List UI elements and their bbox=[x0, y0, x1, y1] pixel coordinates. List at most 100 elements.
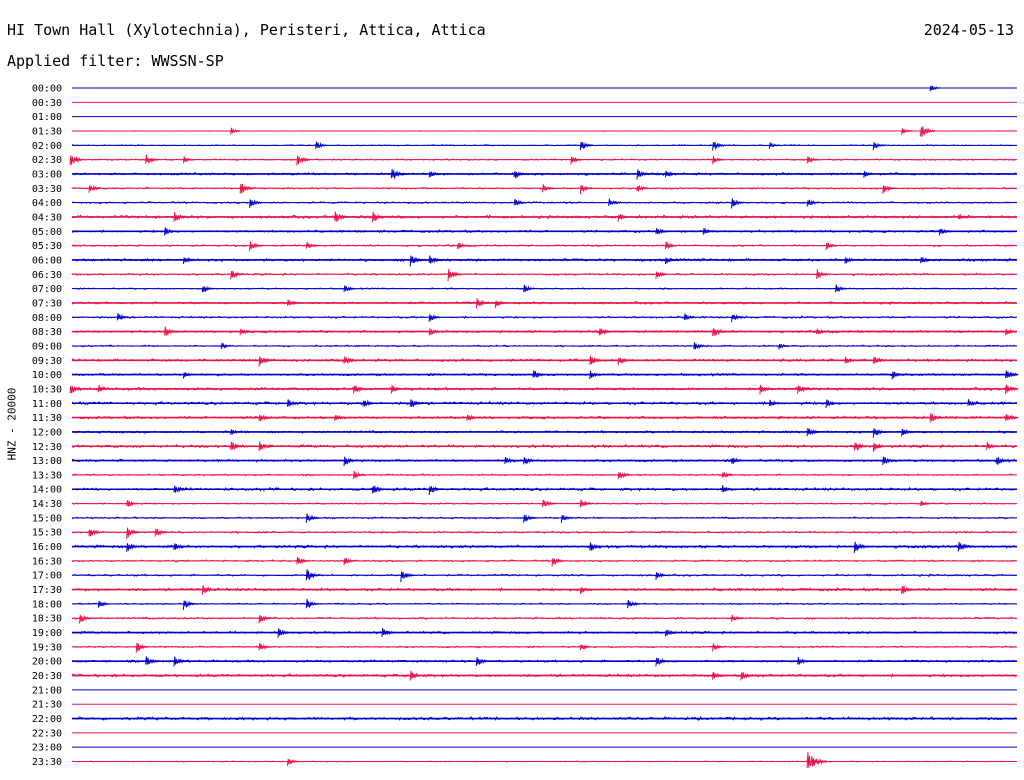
seismic-event bbox=[872, 443, 887, 452]
row-time-label: 00:30 bbox=[32, 98, 62, 109]
trace-row-1930 bbox=[71, 642, 1017, 653]
trace-row-1800 bbox=[71, 598, 1017, 610]
seismic-event bbox=[371, 485, 386, 494]
seismic-event bbox=[920, 500, 932, 507]
row-time-label: 18:30 bbox=[32, 614, 62, 625]
seismic-event bbox=[343, 356, 358, 365]
seismic-event bbox=[589, 355, 604, 365]
seismic-event bbox=[258, 642, 271, 651]
trace-row-0830 bbox=[71, 326, 1017, 337]
seismic-event bbox=[721, 472, 734, 479]
seismic-event bbox=[901, 428, 913, 437]
seismic-event bbox=[664, 629, 677, 637]
row-time-label: 22:30 bbox=[32, 728, 62, 739]
seismic-event bbox=[230, 270, 244, 280]
seismic-event bbox=[1005, 414, 1019, 421]
trace-row-1130 bbox=[71, 412, 1019, 423]
row-time-label: 00:00 bbox=[32, 84, 62, 95]
seismic-event bbox=[88, 184, 101, 193]
trace-row-1830 bbox=[71, 614, 1017, 624]
trace-noise bbox=[71, 760, 1017, 763]
seismic-event bbox=[428, 486, 443, 495]
row-time-label: 14:30 bbox=[32, 499, 62, 510]
trace-row-1900 bbox=[71, 627, 1017, 638]
seismic-event bbox=[343, 557, 356, 566]
seismic-event bbox=[523, 515, 537, 523]
seismic-event bbox=[806, 156, 819, 164]
seismic-event bbox=[513, 170, 528, 179]
trace-row-0130 bbox=[71, 126, 1017, 137]
row-time-label: 15:00 bbox=[32, 513, 62, 524]
trace-row-0400 bbox=[71, 198, 1017, 209]
seismic-event bbox=[88, 529, 103, 537]
trace-noise bbox=[71, 530, 1017, 535]
row-time-label: 02:00 bbox=[32, 141, 62, 152]
seismic-event bbox=[286, 758, 299, 766]
seismic-event bbox=[239, 183, 255, 194]
seismic-event bbox=[390, 385, 403, 394]
seismic-event bbox=[872, 428, 887, 438]
trace-noise bbox=[71, 659, 1017, 664]
seismic-event bbox=[768, 142, 780, 150]
trace-row-0530 bbox=[71, 241, 1017, 252]
trace-noise bbox=[71, 329, 1017, 334]
seismic-event bbox=[173, 485, 188, 493]
trace-row-0230 bbox=[69, 154, 1017, 166]
seismic-event bbox=[806, 428, 821, 437]
seismic-event bbox=[334, 211, 349, 222]
seismic-event bbox=[513, 198, 526, 206]
trace-row-0800 bbox=[71, 313, 1017, 322]
trace-noise bbox=[71, 358, 1017, 363]
seismic-event bbox=[579, 587, 592, 594]
row-time-label: 22:00 bbox=[32, 714, 62, 725]
seismic-event bbox=[126, 543, 140, 552]
seismic-event bbox=[797, 657, 809, 665]
seismic-event bbox=[655, 228, 668, 235]
seismic-event bbox=[579, 499, 594, 508]
row-time-label: 23:30 bbox=[32, 757, 62, 768]
row-time-label: 10:00 bbox=[32, 370, 62, 381]
row-time-label: 20:00 bbox=[32, 657, 62, 668]
seismic-event bbox=[182, 156, 195, 164]
trace-noise bbox=[71, 200, 1017, 205]
seismic-event bbox=[617, 213, 630, 222]
seismic-event bbox=[589, 542, 603, 551]
row-time-label: 17:00 bbox=[32, 571, 62, 582]
seismic-event bbox=[343, 456, 358, 467]
seismic-event bbox=[286, 299, 299, 306]
seismic-event bbox=[277, 628, 291, 638]
trace-row-2000 bbox=[71, 656, 1017, 667]
trace-row-1030 bbox=[69, 384, 1019, 395]
trace-noise bbox=[71, 229, 1017, 234]
row-time-label: 21:00 bbox=[32, 685, 62, 696]
trace-noise bbox=[71, 573, 1017, 578]
seismic-event bbox=[938, 228, 951, 236]
row-time-label: 23:00 bbox=[32, 743, 62, 754]
trace-noise bbox=[71, 415, 1017, 420]
seismic-event bbox=[145, 656, 159, 665]
trace-noise bbox=[71, 214, 1017, 220]
seismic-event bbox=[598, 328, 613, 336]
seismic-event bbox=[97, 600, 110, 608]
seismic-event bbox=[986, 442, 998, 451]
filter-label: Applied filter: WWSSN-SP bbox=[7, 52, 224, 70]
seismic-event bbox=[627, 600, 641, 609]
seismic-event bbox=[173, 543, 186, 550]
row-time-label: 09:00 bbox=[32, 341, 62, 352]
trace-row-1400 bbox=[71, 485, 1017, 495]
seismic-event bbox=[920, 126, 937, 137]
seismic-event bbox=[721, 485, 734, 493]
trace-row-1000 bbox=[71, 370, 1019, 380]
trace-row-1200 bbox=[71, 428, 1017, 438]
seismic-event bbox=[806, 752, 828, 768]
row-time-label: 09:30 bbox=[32, 356, 62, 367]
seismic-event bbox=[617, 471, 632, 480]
seismic-event bbox=[683, 313, 696, 320]
seismic-event bbox=[825, 399, 838, 409]
seismic-event bbox=[929, 412, 944, 423]
seismic-event bbox=[844, 356, 857, 364]
trace-row-2030 bbox=[71, 670, 1017, 681]
seismic-event bbox=[891, 371, 904, 380]
seismic-event bbox=[475, 298, 490, 309]
trace-row-1600 bbox=[71, 541, 1017, 553]
